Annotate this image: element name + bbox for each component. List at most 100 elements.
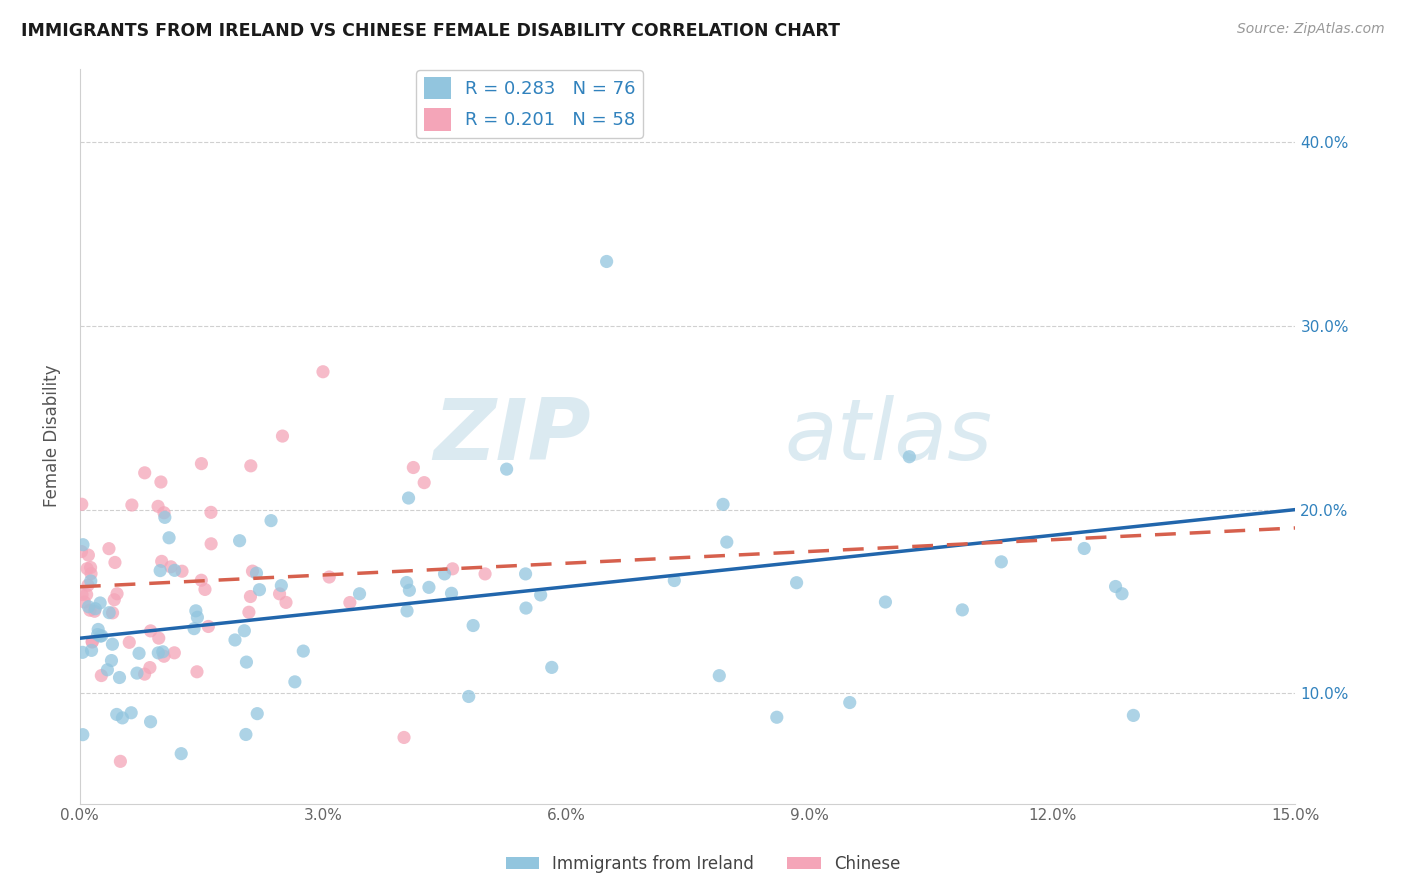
Point: [121, 498, 143, 512]
Point: [474, 566, 496, 581]
Point: [77, 599, 100, 614]
Point: [711, 497, 734, 511]
Point: [150, 554, 173, 568]
Point: [495, 462, 517, 476]
Point: [463, 618, 485, 632]
Point: [249, 582, 271, 597]
Point: [1104, 580, 1126, 594]
Point: [77, 548, 100, 562]
Point: [318, 570, 340, 584]
Legend: Immigrants from Ireland, Chinese: Immigrants from Ireland, Chinese: [499, 848, 907, 880]
Point: [242, 564, 264, 578]
Point: [139, 714, 162, 729]
Point: [139, 660, 162, 674]
Point: [72, 645, 94, 659]
Point: [402, 460, 425, 475]
Text: IMMIGRANTS FROM IRELAND VS CHINESE FEMALE DISABILITY CORRELATION CHART: IMMIGRANTS FROM IRELAND VS CHINESE FEMAL…: [21, 22, 841, 40]
Point: [194, 582, 217, 597]
Point: [79, 560, 101, 574]
Point: [98, 606, 121, 620]
Point: [76, 561, 98, 575]
Point: [76, 588, 98, 602]
Point: [190, 574, 212, 588]
Point: [433, 566, 456, 581]
Point: [83, 604, 105, 618]
Point: [73, 595, 96, 609]
Point: [89, 596, 111, 610]
Point: [100, 654, 122, 668]
Point: [418, 580, 440, 594]
Point: [339, 595, 361, 609]
Point: [540, 660, 562, 674]
Point: [233, 624, 256, 638]
Text: atlas: atlas: [785, 394, 993, 477]
Point: [80, 643, 103, 657]
Point: [183, 622, 205, 636]
Point: [239, 590, 262, 604]
Point: [392, 731, 415, 745]
Point: [163, 563, 186, 577]
Point: [170, 564, 193, 578]
Point: [515, 566, 537, 581]
Point: [224, 632, 246, 647]
Point: [149, 564, 172, 578]
Point: [72, 728, 94, 742]
Point: [440, 586, 463, 600]
Point: [709, 668, 731, 682]
Point: [90, 668, 112, 682]
Point: [80, 574, 103, 588]
Point: [104, 556, 127, 570]
Point: [765, 710, 787, 724]
Point: [128, 646, 150, 660]
Point: [398, 491, 420, 505]
Point: [134, 466, 156, 480]
Point: [118, 635, 141, 649]
Point: [716, 535, 738, 549]
Y-axis label: Female Disability: Female Disability: [44, 365, 60, 508]
Point: [96, 663, 118, 677]
Point: [157, 531, 180, 545]
Point: [875, 595, 897, 609]
Point: [1111, 587, 1133, 601]
Point: [260, 514, 283, 528]
Point: [274, 595, 297, 609]
Point: [80, 566, 103, 581]
Point: [134, 667, 156, 681]
Point: [271, 429, 294, 443]
Point: [190, 457, 212, 471]
Point: [82, 635, 104, 649]
Point: [269, 587, 291, 601]
Point: [77, 578, 100, 592]
Point: [838, 696, 860, 710]
Point: [396, 604, 419, 618]
Point: [246, 706, 269, 721]
Point: [530, 588, 553, 602]
Point: [245, 566, 267, 581]
Point: [235, 727, 257, 741]
Point: [120, 706, 142, 720]
Point: [395, 575, 418, 590]
Point: [70, 544, 93, 558]
Point: [898, 450, 921, 464]
Point: [146, 500, 169, 514]
Point: [110, 755, 132, 769]
Point: [153, 506, 176, 520]
Point: [664, 574, 686, 588]
Point: [153, 649, 176, 664]
Point: [184, 604, 207, 618]
Point: [70, 497, 93, 511]
Text: Source: ZipAtlas.com: Source: ZipAtlas.com: [1237, 22, 1385, 37]
Point: [398, 583, 420, 598]
Point: [186, 665, 208, 679]
Point: [108, 671, 131, 685]
Point: [84, 601, 107, 615]
Point: [515, 601, 537, 615]
Point: [90, 629, 112, 643]
Point: [200, 537, 222, 551]
Point: [148, 631, 170, 645]
Point: [97, 541, 120, 556]
Point: [153, 510, 176, 524]
Point: [160, 559, 183, 574]
Point: [457, 690, 479, 704]
Point: [125, 666, 148, 681]
